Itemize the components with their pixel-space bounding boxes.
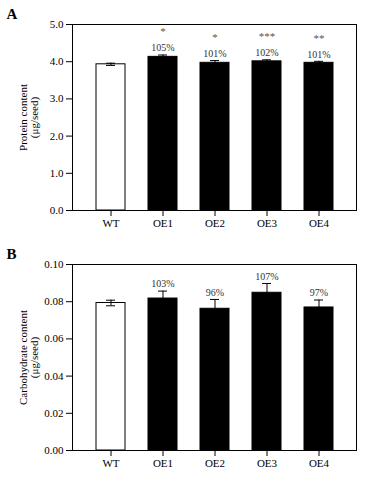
- svg-text:0.04: 0.04: [44, 370, 64, 382]
- svg-text:0.10: 0.10: [44, 258, 64, 270]
- svg-text:A: A: [7, 6, 18, 22]
- svg-text:101%: 101%: [307, 49, 330, 60]
- svg-text:105%: 105%: [151, 42, 174, 53]
- svg-text:96%: 96%: [206, 287, 224, 298]
- svg-text:OE2: OE2: [205, 217, 225, 229]
- svg-text:***: ***: [259, 30, 276, 42]
- svg-text:Carbohydrate content(μg/seed): Carbohydrate content(μg/seed): [17, 310, 41, 405]
- svg-text:1.0: 1.0: [50, 167, 64, 179]
- svg-text:Protein content(μg/seed): Protein content(μg/seed): [17, 84, 41, 151]
- svg-text:WT: WT: [102, 217, 119, 229]
- svg-text:102%: 102%: [255, 47, 278, 58]
- svg-text:0.08: 0.08: [44, 295, 64, 307]
- svg-text:OE1: OE1: [153, 217, 173, 229]
- svg-text:103%: 103%: [151, 278, 174, 289]
- svg-text:97%: 97%: [310, 287, 328, 298]
- svg-text:OE3: OE3: [257, 217, 278, 229]
- svg-text:OE4: OE4: [309, 217, 330, 229]
- svg-text:2.0: 2.0: [50, 130, 64, 142]
- svg-text:4.0: 4.0: [50, 55, 64, 67]
- svg-text:OE3: OE3: [257, 457, 278, 469]
- svg-text:0.00: 0.00: [44, 444, 64, 456]
- svg-text:B: B: [7, 246, 17, 262]
- svg-text:107%: 107%: [255, 271, 278, 282]
- svg-text:OE4: OE4: [309, 457, 330, 469]
- svg-text:3.0: 3.0: [50, 92, 64, 104]
- svg-text:*: *: [212, 31, 218, 43]
- svg-text:OE1: OE1: [153, 457, 173, 469]
- svg-text:5.0: 5.0: [50, 18, 64, 30]
- svg-text:0.0: 0.0: [50, 204, 64, 216]
- svg-text:WT: WT: [102, 457, 119, 469]
- svg-text:0.02: 0.02: [44, 407, 63, 419]
- svg-text:OE2: OE2: [205, 457, 225, 469]
- svg-text:*: *: [160, 25, 166, 37]
- svg-text:0.06: 0.06: [44, 332, 64, 344]
- svg-text:101%: 101%: [203, 48, 226, 59]
- svg-text:**: **: [314, 32, 325, 44]
